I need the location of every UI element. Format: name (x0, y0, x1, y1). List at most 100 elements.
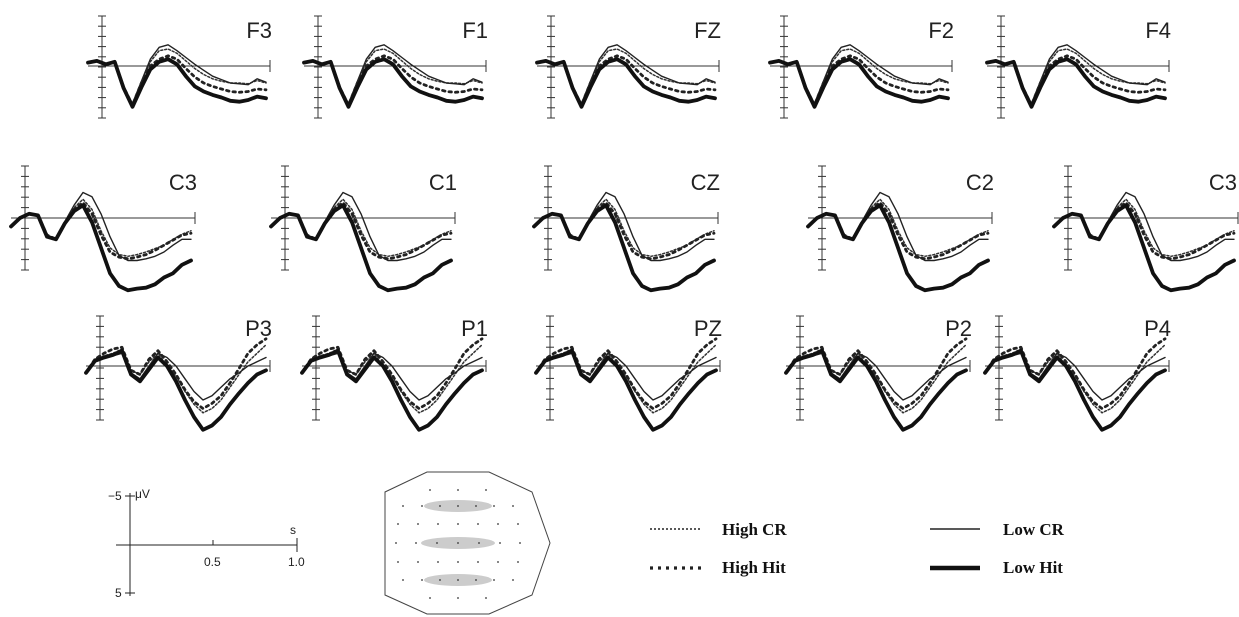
series-high-hit (300, 337, 484, 410)
electrode-dot (402, 505, 404, 507)
series-high-hit (768, 54, 950, 107)
panel-label: P3 (245, 316, 272, 341)
series-high-cr (536, 48, 716, 106)
panel-label: C3 (1209, 170, 1237, 195)
legend: High CR High Hit Low CR Low Hit (650, 520, 1065, 577)
electrode-dot (402, 579, 404, 581)
series-low-hit (300, 348, 484, 432)
electrode-dot (477, 561, 479, 563)
panel-c3: C3 (1052, 165, 1239, 293)
panel-label: C2 (966, 170, 994, 195)
series-low-hit (86, 57, 268, 109)
series-high-hit (534, 337, 718, 410)
electrode-dot (457, 505, 459, 507)
electrode-dot (397, 561, 399, 563)
electrode-dot (397, 523, 399, 525)
panel-label: F1 (462, 18, 488, 43)
electrode-dot (437, 523, 439, 525)
legend-label-high-cr: High CR (722, 520, 787, 539)
series-high-cr (986, 48, 1166, 106)
series-low-hit (9, 203, 193, 293)
electrode-dot (499, 542, 501, 544)
panel-p1: P1 (300, 315, 488, 432)
panel-label: PZ (694, 316, 722, 341)
series-low-hit (806, 203, 990, 293)
electrode-dot (429, 489, 431, 491)
panel-p2: P2 (784, 315, 972, 432)
electrode-dot (439, 579, 441, 581)
series-high-hit (84, 337, 268, 410)
electrode-dot (477, 523, 479, 525)
electrode-dot (497, 523, 499, 525)
legend-label-low-hit: Low Hit (1003, 558, 1063, 577)
panel-f1: F1 (302, 15, 488, 119)
electrode-dot (517, 523, 519, 525)
series-low-hit (1052, 203, 1236, 293)
electrode-dot (485, 597, 487, 599)
electrode-dot (457, 597, 459, 599)
panel-cz: CZ (532, 165, 720, 293)
scale-key-x-end-label: 1.0 (288, 555, 305, 569)
electrode-dot (417, 561, 419, 563)
panel-pz: PZ (534, 315, 722, 432)
panel-c3: C3 (9, 165, 197, 293)
electrode-dot (417, 523, 419, 525)
panel-label: P4 (1144, 316, 1171, 341)
electrode-dot (493, 579, 495, 581)
electrode-dot (457, 561, 459, 563)
head-map (384, 471, 551, 615)
scale-key-y-top-label: −5 (108, 489, 122, 503)
scale-key-x-mid-label: 0.5 (204, 555, 221, 569)
series-low-hit (985, 57, 1167, 109)
panel-c1: C1 (269, 165, 457, 293)
series-high-hit (535, 54, 717, 107)
electrode-dot (512, 579, 514, 581)
panel-f4: F4 (985, 15, 1171, 119)
electrode-dot (421, 579, 423, 581)
series-high-hit (985, 54, 1167, 107)
panel-label: FZ (694, 18, 721, 43)
electrode-dot (457, 542, 459, 544)
scale-key-x-unit: s (290, 523, 296, 537)
series-low-hit (302, 57, 484, 109)
series-high-hit (302, 54, 484, 107)
electrode-dots (395, 489, 521, 599)
series-low-hit (983, 348, 1167, 432)
series-high-hit (983, 337, 1167, 410)
series-low-hit (534, 348, 718, 432)
electrode-dot (457, 523, 459, 525)
electrode-dot (475, 579, 477, 581)
panel-label: P2 (945, 316, 972, 341)
electrode-dot (429, 597, 431, 599)
series-low-hit (84, 348, 268, 432)
electrode-dot (457, 579, 459, 581)
series-low-hit (784, 348, 968, 432)
electrode-dot (457, 489, 459, 491)
panel-c2: C2 (806, 165, 994, 293)
electrode-dot (485, 489, 487, 491)
electrode-dot (493, 505, 495, 507)
electrode-dot (478, 542, 480, 544)
electrode-dot (512, 505, 514, 507)
panel-label: C3 (169, 170, 197, 195)
panel-p4: P4 (983, 315, 1171, 432)
series-high-cr (87, 48, 267, 106)
scale-key-y-bottom-label: 5 (115, 586, 122, 600)
panel-label: CZ (691, 170, 720, 195)
panel-label: F4 (1145, 18, 1171, 43)
electrode-dot (421, 505, 423, 507)
series-low-hit (532, 203, 716, 293)
electrode-dot (395, 542, 397, 544)
panel-label: C1 (429, 170, 457, 195)
panel-fz: FZ (535, 15, 721, 119)
electrode-dot (519, 542, 521, 544)
series-low-hit (768, 57, 950, 109)
panel-label: F2 (928, 18, 954, 43)
panel-label: P1 (461, 316, 488, 341)
panel-label: F3 (246, 18, 272, 43)
electrode-dot (436, 542, 438, 544)
panel-f2: F2 (768, 15, 954, 119)
electrode-dot (439, 505, 441, 507)
series-high-hit (86, 54, 268, 107)
